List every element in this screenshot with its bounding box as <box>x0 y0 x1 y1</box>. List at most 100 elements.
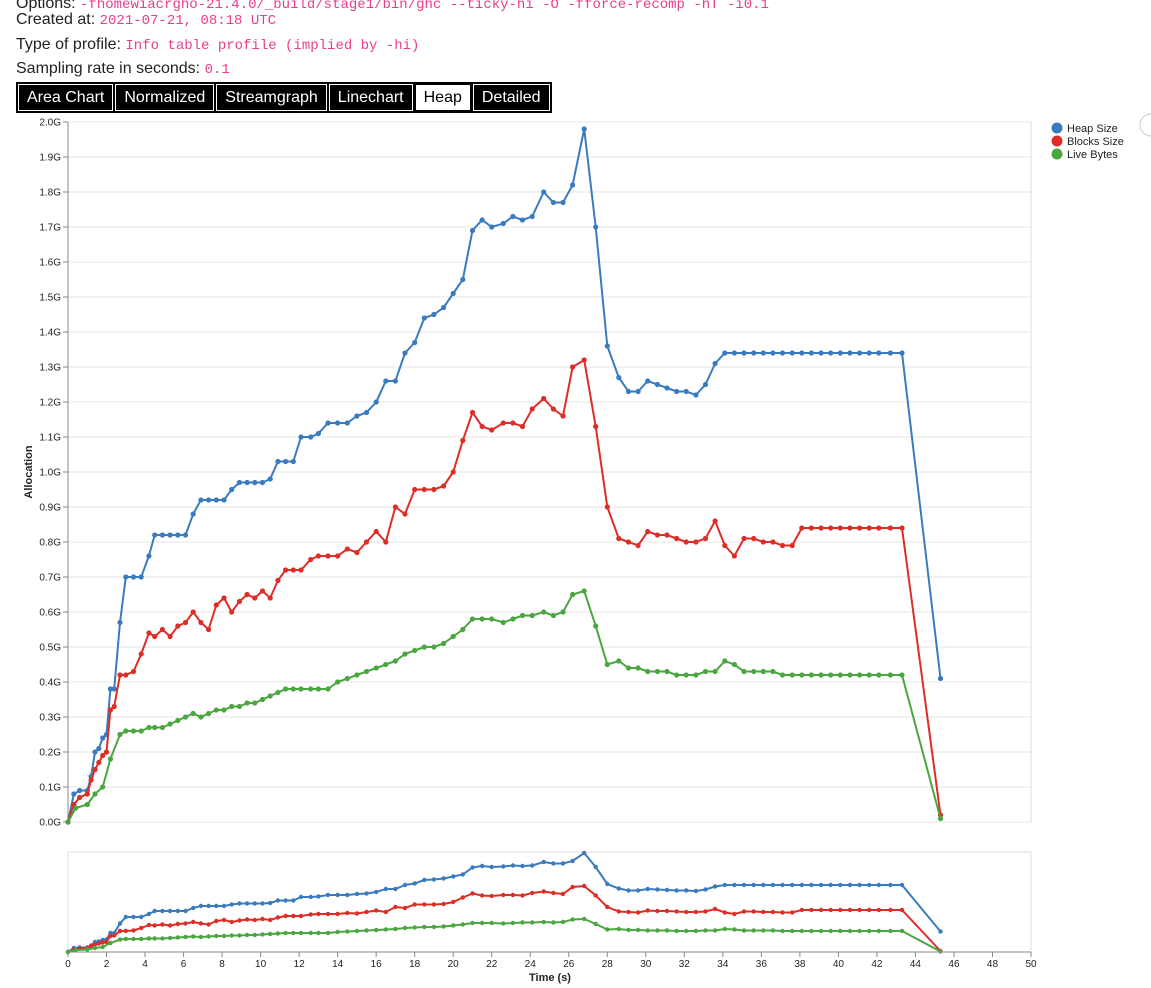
blocks-size-point[interactable] <box>383 539 389 545</box>
blocks-size-point[interactable] <box>828 525 834 531</box>
live-bytes-point[interactable] <box>283 686 289 692</box>
blocks-size-point[interactable] <box>808 525 815 531</box>
heap-size-point[interactable] <box>857 350 863 356</box>
heap-size-point[interactable] <box>92 749 98 755</box>
live-bytes-point[interactable] <box>308 686 314 692</box>
live-bytes-point[interactable] <box>674 672 680 678</box>
heap-size-point[interactable] <box>441 304 447 311</box>
heap-size-point[interactable] <box>731 350 738 356</box>
live-bytes-point[interactable] <box>581 588 587 594</box>
live-bytes-point[interactable] <box>808 672 815 678</box>
heap-size-point[interactable] <box>252 479 258 486</box>
heap-size-point[interactable] <box>712 360 718 367</box>
blocks-size-point[interactable] <box>373 528 379 535</box>
live-bytes-point[interactable] <box>344 675 350 682</box>
live-bytes-point[interactable] <box>167 721 173 727</box>
blocks-size-point[interactable] <box>175 623 181 629</box>
live-bytes-point[interactable] <box>236 703 242 710</box>
live-bytes-point[interactable] <box>73 805 79 811</box>
live-bytes-point[interactable] <box>92 791 98 797</box>
overview-plot[interactable] <box>65 850 1032 955</box>
blocks-size-point[interactable] <box>866 525 872 531</box>
heap-size-point[interactable] <box>198 497 204 503</box>
blocks-size-line[interactable] <box>67 358 942 823</box>
blocks-size-point[interactable] <box>103 749 110 755</box>
heap-size-point[interactable] <box>937 675 944 682</box>
heap-size-point[interactable] <box>159 532 165 538</box>
blocks-size-point[interactable] <box>731 553 738 559</box>
live-bytes-point[interactable] <box>645 668 651 675</box>
main-plot-area[interactable] <box>65 126 944 825</box>
blocks-size-point[interactable] <box>899 525 905 531</box>
live-bytes-point[interactable] <box>818 672 824 678</box>
live-bytes-point[interactable] <box>693 672 699 678</box>
blocks-size-point[interactable] <box>560 413 566 419</box>
live-bytes-point[interactable] <box>702 668 709 675</box>
blocks-size-point[interactable] <box>460 437 466 444</box>
heap-size-point[interactable] <box>581 126 587 132</box>
heap-size-point[interactable] <box>229 486 235 493</box>
blocks-size-point[interactable] <box>837 525 843 531</box>
heap-size-point[interactable] <box>298 434 304 440</box>
blocks-size-point[interactable] <box>450 469 456 475</box>
blocks-size-point[interactable] <box>335 553 341 559</box>
heap-size-point[interactable] <box>221 497 227 503</box>
live-bytes-point[interactable] <box>789 672 795 678</box>
heap-size-point[interactable] <box>808 350 815 356</box>
live-bytes-point[interactable] <box>402 651 408 657</box>
live-bytes-point[interactable] <box>866 672 872 678</box>
live-bytes-point[interactable] <box>664 668 670 675</box>
blocks-size-point[interactable] <box>325 553 331 559</box>
live-bytes-point[interactable] <box>229 703 235 710</box>
blocks-size-point[interactable] <box>213 602 219 608</box>
live-bytes-point[interactable] <box>469 616 476 622</box>
blocks-size-point[interactable] <box>469 409 476 416</box>
heap-size-point[interactable] <box>100 735 106 741</box>
blocks-size-point[interactable] <box>625 539 632 545</box>
heap-size-point[interactable] <box>510 213 516 220</box>
tab-linechart[interactable]: Linechart <box>328 84 413 111</box>
heap-size-point[interactable] <box>460 276 466 283</box>
live-bytes-point[interactable] <box>175 717 181 724</box>
live-bytes-point[interactable] <box>479 616 485 622</box>
toggle-control-icon[interactable] <box>1139 113 1151 137</box>
live-bytes-point[interactable] <box>500 619 506 626</box>
heap-size-point[interactable] <box>837 350 843 356</box>
live-bytes-point[interactable] <box>138 728 144 734</box>
heap-size-point[interactable] <box>866 350 872 356</box>
blocks-size-point[interactable] <box>818 525 824 531</box>
live-bytes-point[interactable] <box>190 710 196 717</box>
heap-size-point[interactable] <box>77 787 83 794</box>
live-bytes-point[interactable] <box>335 679 341 685</box>
blocks-size-point[interactable] <box>760 539 766 545</box>
blocks-size-point[interactable] <box>741 535 747 542</box>
tab-normalized[interactable]: Normalized <box>115 84 215 111</box>
live-bytes-point[interactable] <box>65 819 71 825</box>
heap-size-point[interactable] <box>616 374 622 381</box>
blocks-size-point[interactable] <box>604 504 610 510</box>
heap-size-point[interactable] <box>267 476 273 482</box>
live-bytes-point[interactable] <box>828 672 834 678</box>
heap-size-point[interactable] <box>519 217 526 223</box>
heap-size-point[interactable] <box>283 458 289 465</box>
blocks-size-point[interactable] <box>182 619 189 626</box>
live-bytes-point[interactable] <box>541 609 547 615</box>
blocks-size-point[interactable] <box>267 595 273 601</box>
blocks-size-point[interactable] <box>77 794 83 801</box>
live-bytes-point[interactable] <box>722 658 728 664</box>
live-bytes-point[interactable] <box>760 668 766 675</box>
blocks-size-point[interactable] <box>117 672 123 678</box>
live-bytes-point[interactable] <box>221 707 227 713</box>
heap-size-point[interactable] <box>570 182 576 188</box>
blocks-size-point[interactable] <box>252 595 258 601</box>
live-bytes-point[interactable] <box>450 633 456 640</box>
blocks-size-point[interactable] <box>259 588 266 594</box>
blocks-size-point[interactable] <box>315 553 321 559</box>
heap-size-point[interactable] <box>315 430 321 437</box>
live-bytes-point[interactable] <box>593 623 599 629</box>
live-bytes-point[interactable] <box>373 665 379 671</box>
live-bytes-point[interactable] <box>421 644 427 650</box>
live-bytes-point[interactable] <box>616 658 622 664</box>
heap-size-point[interactable] <box>674 388 680 395</box>
live-bytes-point[interactable] <box>107 756 113 762</box>
